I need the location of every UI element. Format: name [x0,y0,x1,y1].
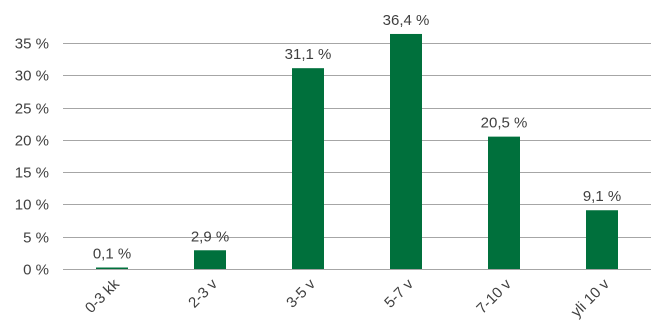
bar [292,68,324,269]
x-category-label: 0-3 kk [82,275,123,316]
y-axis-tick-labels: 0 % 5 % 10 % 15 % 20 % 25 % 30 % 35 % [15,36,49,279]
gridlines [63,43,651,270]
y-tick-label: 5 % [23,230,49,247]
y-tick-label: 0 % [23,262,49,279]
data-label: 2,9 % [191,228,229,245]
data-label: 0,1 % [93,246,131,263]
data-label: 36,4 % [383,12,430,29]
data-labels: 0,1 % 2,9 % 31,1 % 36,4 % 20,5 % 9,1 % [93,12,621,263]
bar [194,250,226,269]
y-tick-label: 20 % [15,133,49,150]
data-label: 31,1 % [285,46,332,63]
bar [390,33,422,270]
bar [96,267,128,269]
y-tick-label: 10 % [15,197,49,214]
bars [96,33,618,270]
x-category-label: 3-5 v [283,275,319,311]
x-category-label: 5-7 v [381,275,417,311]
y-tick-label: 15 % [15,165,49,182]
x-category-label: yli 10 v [568,275,613,320]
data-label: 20,5 % [481,115,528,132]
x-axis-category-labels: 0-3 kk 2-3 v 3-5 v 5-7 v 7-10 v yli 10 v [82,275,613,320]
y-tick-label: 35 % [15,36,49,53]
bar [488,136,520,269]
y-tick-label: 25 % [15,101,49,118]
bar [586,210,618,269]
x-category-label: 2-3 v [185,275,221,311]
y-tick-label: 30 % [15,68,49,85]
data-label: 9,1 % [583,188,621,205]
x-category-label: 7-10 v [473,275,515,317]
